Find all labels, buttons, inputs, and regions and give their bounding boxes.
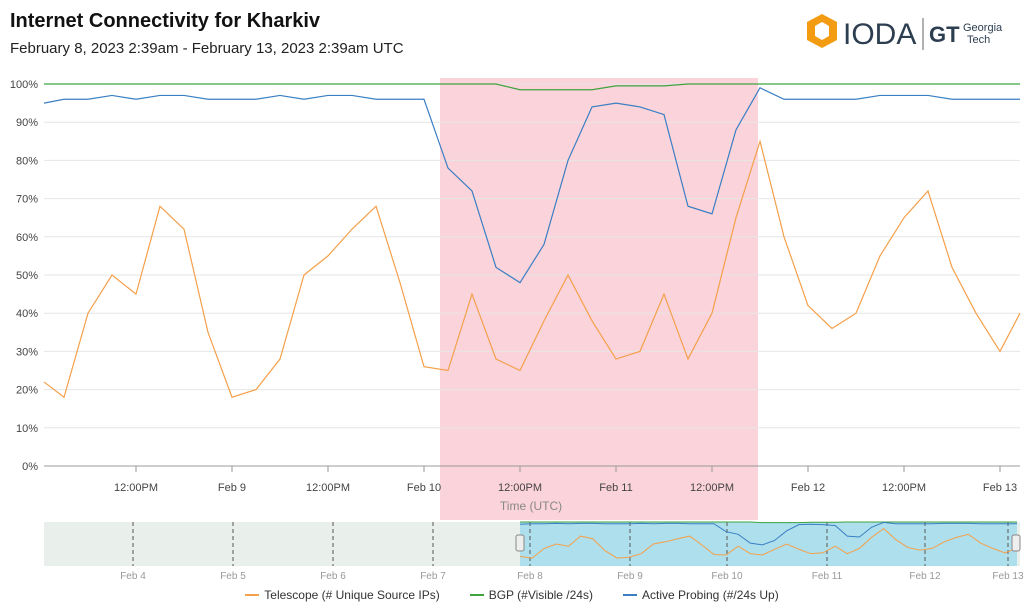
y-tick-label: 90% [16,117,38,129]
x-tick-label: Feb 13 [983,482,1017,494]
svg-text:Georgia: Georgia [963,22,1003,34]
legend-bgp[interactable]: BGP (#Visible /24s) [469,588,593,602]
overview-tick-label: Feb 11 [812,571,843,580]
overview-tick-label: Feb 7 [420,571,446,580]
overview-right-handle[interactable] [1011,534,1021,552]
overview-left-handle[interactable] [515,534,525,552]
x-tick-label: Feb 10 [407,482,441,494]
outage-highlight [440,78,758,520]
legend-label: Active Probing (#/24s Up) [641,588,779,602]
x-tick-label: Feb 12 [791,482,825,494]
overview-tick-label: Feb 9 [617,571,643,580]
overview-line-1 [520,521,1017,524]
y-tick-label: 70% [16,194,38,206]
overview-tick-label: Feb 12 [909,571,941,580]
x-tick-label: 12:00PM [114,482,158,494]
y-tick-label: 80% [16,155,38,167]
legend-active-probing[interactable]: Active Probing (#/24s Up) [622,588,779,602]
svg-text:IODA: IODA [843,18,916,51]
overview-tick-label: Feb 5 [220,571,246,580]
y-tick-label: 20% [16,385,38,397]
y-tick-label: 10% [16,423,38,435]
legend-telescope[interactable]: Telescope (# Unique Source IPs) [245,588,440,602]
y-tick-label: 100% [10,79,38,91]
y-tick-label: 0% [22,461,38,473]
legend: Telescope (# Unique Source IPs) BGP (#Vi… [0,588,1024,602]
x-tick-label: 12:00PM [498,482,542,494]
x-tick-label: 12:00PM [306,482,350,494]
series-line-0 [43,139,1021,399]
x-tick-label: 12:00PM [690,482,734,494]
overview-selection [520,522,1017,566]
overview-tick-label: Feb 10 [711,571,743,580]
series-line-2 [43,87,1020,284]
legend-label: Telescope (# Unique Source IPs) [264,588,440,602]
svg-text:Tech: Tech [967,34,990,46]
svg-text:GT: GT [929,22,960,47]
overview-line-2 [519,521,1017,546]
y-tick-label: 30% [16,346,38,358]
y-tick-label: 60% [16,232,38,244]
page-subtitle: February 8, 2023 2:39am - February 13, 2… [10,40,404,57]
overview-tick-label: Feb 13 [992,571,1024,580]
x-tick-label: Feb 9 [218,482,246,494]
y-tick-label: 50% [16,270,38,282]
x-tick-label: 12:00PM [882,482,926,494]
page-title: Internet Connectivity for Kharkiv [10,10,321,32]
ioda-georgia-tech-logo: IODA GT Georgia Tech [807,14,1003,51]
overview-tick-label: Feb 4 [120,571,146,580]
overview-tick-label: Feb 8 [517,571,543,580]
legend-label: BGP (#Visible /24s) [488,588,593,602]
overview-line-0 [519,527,1018,559]
series-line-1 [44,83,1020,91]
main-chart[interactable]: 0% 10% 20% 30% 40% 50% 60% 70% 80% 90% 100% 12:00PM… [0,0,1024,580]
x-tick-label: Feb 11 [599,482,632,494]
overview-tick-label: Feb 6 [320,571,346,580]
y-tick-label: 40% [16,308,38,320]
x-axis-label: Time (UTC) [500,499,562,513]
